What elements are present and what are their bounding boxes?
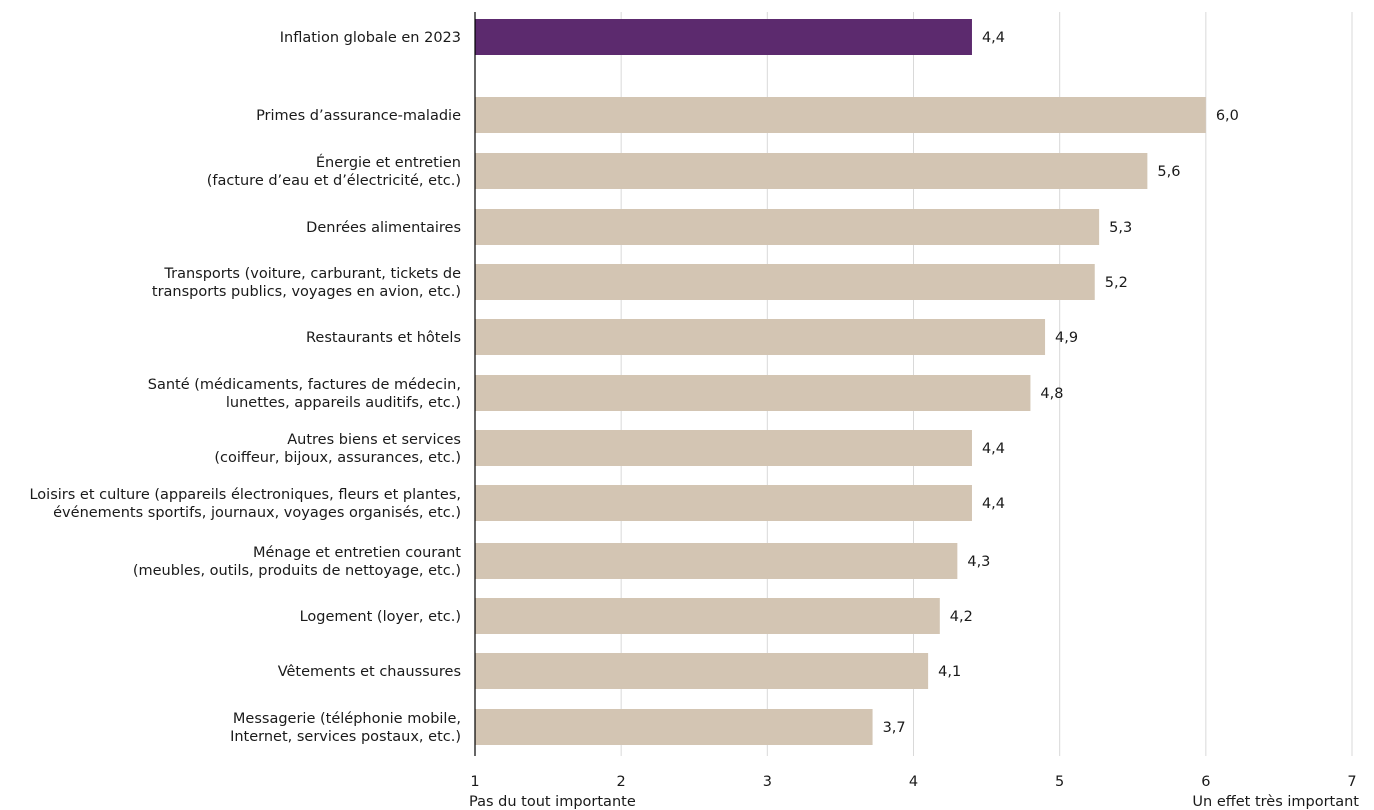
value-label: 5,6: [1157, 164, 1180, 180]
x-tick-label: 5: [1055, 774, 1064, 790]
bar: [475, 430, 972, 466]
x-tick-label: 4: [909, 774, 918, 790]
category-label: Autres biens et services (coiffeur, bijou…: [214, 432, 461, 466]
bar: [475, 319, 1046, 355]
category-label: Primes d’assurance-maladie: [256, 108, 461, 124]
bar: [475, 209, 1100, 245]
bar: [475, 375, 1031, 411]
value-label: 4,3: [967, 554, 990, 570]
bar: [475, 653, 929, 689]
bars: [475, 19, 1206, 745]
value-label: 6,0: [1216, 108, 1239, 124]
category-labels: Inflation globale en 2023 Primes d’assura…: [29, 30, 461, 745]
value-label: 4,4: [982, 441, 1005, 457]
value-label: 3,7: [883, 720, 906, 736]
value-label: 4,9: [1055, 330, 1078, 346]
bar: [475, 709, 873, 745]
value-label: 5,2: [1105, 275, 1128, 291]
category-label: Denrées alimentaires: [306, 220, 461, 236]
value-labels: 4,4 6,0 5,6 5,3 5,2 4,9 4,8 4,4 4,4 4,3 4,2 4,1 3,7: [883, 30, 1239, 736]
value-label: 4,8: [1040, 386, 1063, 402]
category-label: Santé (médicaments, factures de médecin,…: [148, 377, 461, 411]
axis-right-end-label: Un effet très important: [1192, 794, 1359, 810]
bar: [475, 485, 972, 521]
value-label: 4,4: [982, 30, 1005, 46]
category-label: Ménage et entretien courant (meubles, out…: [133, 545, 461, 579]
bar: [475, 97, 1206, 133]
bar-highlight: [475, 19, 972, 55]
value-axis: 1 2 3 4 5 6 7: [470, 12, 1357, 790]
bar: [475, 543, 958, 579]
x-tick-label: 1: [470, 774, 479, 790]
category-label: Vêtements et chaussures: [278, 664, 461, 680]
x-tick-label: 3: [763, 774, 772, 790]
category-label: Logement (loyer, etc.): [300, 609, 461, 625]
value-label: 4,1: [938, 664, 961, 680]
value-label: 5,3: [1109, 220, 1132, 236]
axis-left-end-label: Pas du tout importante: [469, 794, 636, 810]
x-tick-label: 7: [1347, 774, 1356, 790]
bar: [475, 153, 1148, 189]
bar: [475, 598, 940, 634]
value-label: 4,4: [982, 496, 1005, 512]
category-label: Inflation globale en 2023: [280, 30, 461, 46]
category-label: Transports (voiture, carburant, tickets …: [152, 266, 461, 300]
category-label: Énergie et entretien (facture d’eau et d’…: [207, 154, 461, 189]
value-label: 4,2: [950, 609, 973, 625]
x-tick-label: 6: [1201, 774, 1210, 790]
category-label: Loisirs et culture (appareils électroniq…: [29, 487, 461, 521]
bar: [475, 264, 1095, 300]
x-tick-label: 2: [617, 774, 626, 790]
category-label: Messagerie (téléphonie mobile, Internet, …: [230, 711, 461, 745]
category-label: Restaurants et hôtels: [306, 330, 461, 346]
